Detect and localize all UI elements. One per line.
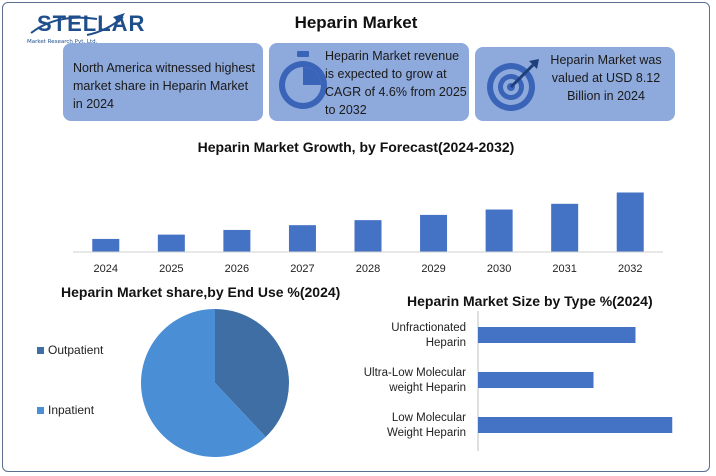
- growth-chart-title: Heparin Market Growth, by Forecast(2024-…: [197, 139, 515, 155]
- x-tick-label: 2025: [159, 263, 183, 275]
- type-bar: [478, 327, 636, 343]
- legend-swatch: [37, 347, 44, 354]
- growth-bar: [354, 220, 382, 252]
- logo-text: STELLAR: [37, 11, 146, 36]
- growth-bar: [157, 234, 185, 252]
- y-tick-label: Low Molecular Weight Heparin: [387, 412, 466, 439]
- stopwatch-icon: [279, 51, 327, 109]
- page-title: Heparin Market: [294, 13, 418, 32]
- info-card-text: North America witnessed highest market s…: [73, 61, 256, 111]
- x-tick-label: 2029: [421, 263, 445, 275]
- info-card-cagr: Heparin Market revenue is expected to gr…: [269, 43, 469, 121]
- logo-swoosh-icon: [30, 13, 125, 36]
- growth-bar: [420, 214, 448, 252]
- logo-subtitle: Market Research Pvt. Ltd.: [27, 39, 98, 45]
- growth-bar: [485, 209, 513, 252]
- info-card-region: North America witnessed highest market s…: [63, 43, 263, 121]
- type-bar-chart: Unfractionated Heparin Ultra-Low Molecular…: [364, 311, 673, 451]
- type-bar: [478, 372, 594, 388]
- growth-bar: [551, 203, 579, 252]
- logo: STELLAR Market Research Pvt. Ltd.: [27, 11, 144, 45]
- x-tick-label: 2032: [618, 263, 642, 275]
- growth-bar: [616, 192, 644, 252]
- pie-slice-outpatient: [215, 309, 290, 437]
- legend-label: Outpatient: [48, 343, 104, 357]
- info-card-text: Heparin Market revenue is expected to gr…: [325, 49, 467, 117]
- end-use-pie-chart: Outpatient Inpatient: [37, 309, 290, 457]
- x-tick-label: 2030: [487, 263, 511, 275]
- info-card-value: Heparin Market was valued at USD 8.12 Bi…: [475, 47, 675, 121]
- growth-bar: [223, 229, 251, 252]
- legend-label: Inpatient: [48, 403, 95, 417]
- growth-bar: [92, 238, 120, 252]
- legend-swatch: [37, 407, 44, 414]
- type-chart-title: Heparin Market Size by Type %(2024): [407, 293, 653, 309]
- type-bar: [478, 417, 673, 433]
- target-icon: [487, 59, 539, 111]
- y-tick-label: Unfractionated Heparin: [391, 322, 466, 349]
- x-tick-label: 2026: [225, 263, 249, 275]
- x-tick-label: 2028: [356, 263, 380, 275]
- x-tick-label: 2024: [94, 263, 118, 275]
- info-card-text: Heparin Market was valued at USD 8.12 Bi…: [550, 53, 662, 103]
- end-use-chart-title: Heparin Market share,by End Use %(2024): [61, 284, 341, 300]
- growth-bar: [288, 225, 316, 252]
- infographic-frame: STELLAR Market Research Pvt. Ltd. Hepari…: [2, 2, 710, 472]
- y-tick-label: Ultra-Low Molecular weight Heparin: [364, 367, 466, 394]
- pie-slice-inpatient: [141, 309, 266, 457]
- growth-bar-chart: 2024 2025 2026 2027 2028 2029 2030 2031 2032: [73, 192, 663, 275]
- x-tick-label: 2031: [552, 263, 576, 275]
- x-tick-label: 2027: [290, 263, 314, 275]
